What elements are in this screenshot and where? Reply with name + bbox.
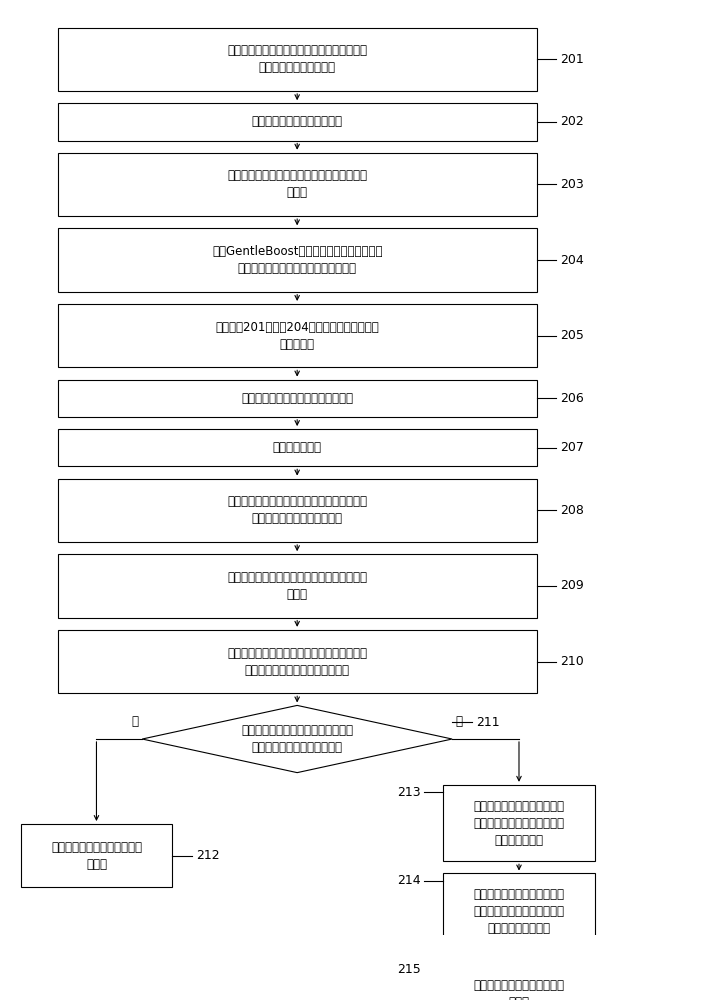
Text: 将多层第一分类器级联成车牌分类器: 将多层第一分类器级联成车牌分类器	[241, 392, 354, 405]
Bar	[58, 429, 537, 466]
Bar	[58, 28, 537, 91]
Text: 204: 204	[561, 254, 584, 267]
Text: 201: 201	[561, 53, 584, 66]
Text: 215: 215	[397, 963, 421, 976]
Text: 以预设长宽比例的第二检测窗
口过历待定位图像，得到第二
待检测子图像集: 以预设长宽比例的第二检测窗 口过历待定位图像，得到第二 待检测子图像集	[474, 800, 564, 847]
Text: 以预设长宽比例的第一检测窗口遍历待定位图
像，得到第一待检测子图像集: 以预设长宽比例的第一检测窗口遍历待定位图 像，得到第一待检测子图像集	[227, 495, 367, 525]
Bar	[443, 785, 595, 861]
Bar	[58, 153, 537, 216]
Text: 210: 210	[561, 655, 584, 668]
Bar	[58, 380, 537, 417]
Text: 计算第一待检测子图像集中的子图像的像素差
异特征: 计算第一待检测子图像集中的子图像的像素差 异特征	[227, 571, 367, 601]
Polygon shape	[142, 705, 452, 773]
Bar	[58, 103, 537, 141]
Text: 209: 209	[561, 579, 584, 592]
Text: 利用GentleBoost算法对标识有类别标签的像
素差异特征进行学习，得到第一分类器: 利用GentleBoost算法对标识有类别标签的像 素差异特征进行学习，得到第一…	[212, 245, 382, 275]
Text: 重复步骤201至步骤204的训练过程，得到多层
第一分类器: 重复步骤201至步骤204的训练过程，得到多层 第一分类器	[216, 321, 379, 351]
Bar	[21, 824, 173, 887]
Text: 211: 211	[476, 716, 500, 729]
Bar	[58, 630, 537, 693]
Text: 202: 202	[561, 115, 584, 128]
Text: 205: 205	[561, 329, 585, 342]
Text: 214: 214	[397, 874, 421, 887]
Text: 根据样本图像的类别为其像素差异特征标注类
别标签: 根据样本图像的类别为其像素差异特征标注类 别标签	[227, 169, 367, 199]
Text: 根据第一分类结果输出车牌定
位结果: 根据第一分类结果输出车牌定 位结果	[51, 841, 142, 871]
Text: 根据第二分类结果输出车牌定
位结果: 根据第二分类结果输出车牌定 位结果	[474, 979, 564, 1000]
Text: 208: 208	[561, 504, 585, 517]
Bar	[58, 479, 537, 542]
Text: 212: 212	[196, 849, 220, 862]
Text: 利用车牌分类器对第二待检测
子图像集中的子图像进行分类
，得到第二分类结果: 利用车牌分类器对第二待检测 子图像集中的子图像进行分类 ，得到第二分类结果	[474, 888, 564, 935]
Text: 213: 213	[397, 786, 421, 799]
Bar	[443, 873, 595, 950]
Bar	[58, 554, 537, 618]
Text: 根据第一分类结果判断第一待检测子
图像集中是否包括目标子图像: 根据第一分类结果判断第一待检测子 图像集中是否包括目标子图像	[241, 724, 354, 754]
Text: 计算样本图像的像素差异特征: 计算样本图像的像素差异特征	[252, 115, 343, 128]
Text: 否: 否	[455, 715, 462, 728]
Text: 利用车牌分类器对第一待检测子图像集中的子
图像进行分类，得到第一分类结果: 利用车牌分类器对第一待检测子图像集中的子 图像进行分类，得到第一分类结果	[227, 647, 367, 677]
Text: 206: 206	[561, 392, 584, 405]
Text: 是: 是	[132, 715, 139, 728]
Text: 207: 207	[561, 441, 585, 454]
Bar	[58, 228, 537, 292]
Text: 203: 203	[561, 178, 584, 191]
Text: 获取类别已知的样本图像，样本图像的类别包
括车牌图像和非车牌图像: 获取类别已知的样本图像，样本图像的类别包 括车牌图像和非车牌图像	[227, 44, 367, 74]
Text: 获取待定位图像: 获取待定位图像	[273, 441, 322, 454]
Bar	[443, 962, 595, 1000]
Bar	[58, 304, 537, 367]
